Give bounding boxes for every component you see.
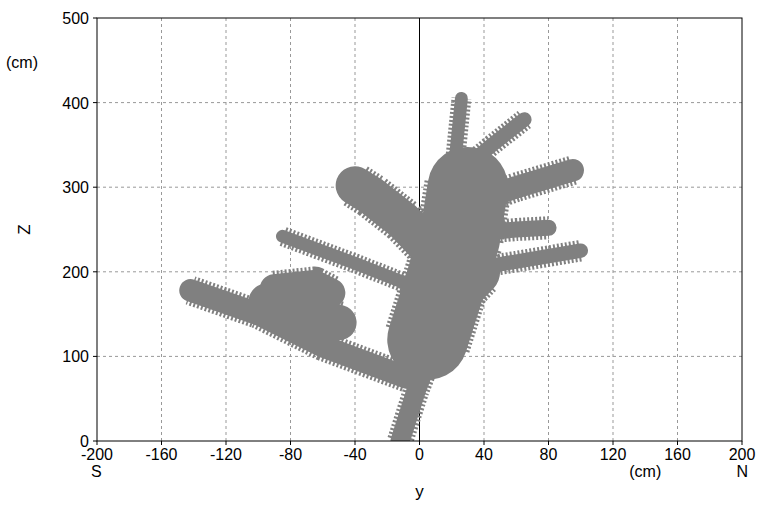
y-tick-label: 300	[62, 179, 89, 196]
chart: -200-160-120-80-400408012016020001002003…	[0, 0, 769, 527]
tick	[93, 356, 97, 357]
y-tick-label: 0	[80, 433, 89, 450]
tick	[161, 441, 162, 445]
tick	[226, 441, 227, 445]
y-axis-title: Z	[15, 224, 34, 234]
x-tick-label: 120	[600, 446, 627, 463]
x-tick-label: -160	[145, 446, 177, 463]
x-tick-label: 160	[664, 446, 691, 463]
branch	[444, 166, 497, 187]
tick	[93, 187, 97, 188]
x-tick-label: 80	[540, 446, 558, 463]
tick	[355, 441, 356, 445]
x-tick-label: 200	[729, 446, 756, 463]
x-tick-label: -40	[343, 446, 366, 463]
tick	[548, 441, 549, 445]
tick	[290, 441, 291, 445]
branch	[420, 272, 476, 331]
annotation: S	[91, 463, 102, 480]
tick	[484, 441, 485, 445]
tick	[93, 271, 97, 272]
tick	[93, 441, 97, 442]
grid-line	[161, 18, 162, 441]
tick	[742, 441, 743, 445]
y-tick-label: 100	[62, 348, 89, 365]
branch-foliage	[355, 186, 436, 255]
grid-line	[97, 187, 742, 188]
tick	[419, 441, 420, 445]
branch	[468, 228, 549, 234]
annotation: (cm)	[6, 54, 38, 71]
tick	[93, 18, 97, 19]
tick	[93, 102, 97, 103]
tick	[677, 441, 678, 445]
branch-foliage	[274, 284, 330, 292]
x-tick-label: 0	[415, 446, 424, 463]
annotation: (cm)	[629, 463, 661, 480]
branch-foliage	[420, 272, 476, 331]
branch-foliage	[444, 166, 497, 187]
grid-line	[677, 18, 678, 441]
y-tick-label: 200	[62, 264, 89, 281]
branch	[274, 284, 330, 292]
branch	[355, 186, 436, 255]
branch-foliage	[468, 228, 549, 234]
grid-line	[355, 18, 356, 441]
annotation: N	[736, 463, 748, 480]
tick	[97, 441, 98, 445]
y-tick-label: 500	[62, 10, 89, 27]
x-tick-label: -80	[279, 446, 302, 463]
tree	[191, 98, 581, 441]
x-axis-title: y	[415, 482, 424, 501]
grid-line	[97, 102, 742, 103]
branch	[191, 290, 407, 377]
grid-line	[226, 18, 227, 441]
y-tick-label: 400	[62, 95, 89, 112]
x-tick-label: 40	[475, 446, 493, 463]
grid-line	[613, 18, 614, 441]
branch-foliage	[191, 290, 407, 377]
tick	[613, 441, 614, 445]
frame	[97, 18, 742, 441]
x-tick-label: -120	[210, 446, 242, 463]
